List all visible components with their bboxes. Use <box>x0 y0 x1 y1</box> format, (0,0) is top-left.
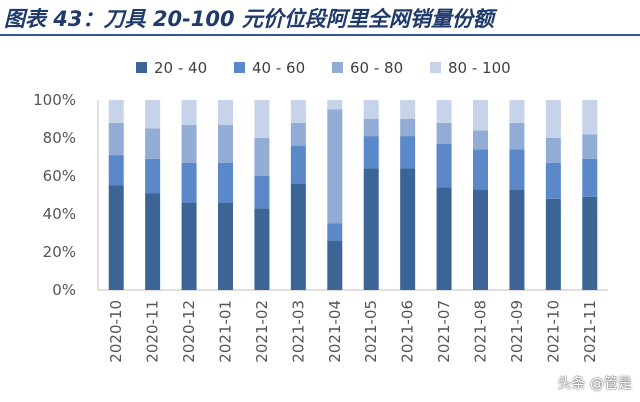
bar-segment <box>582 196 598 290</box>
bar-segment <box>218 202 233 290</box>
legend-label: 20 - 40 <box>154 59 207 77</box>
bar-segment <box>327 100 343 110</box>
bar-segment <box>363 100 379 119</box>
legend-swatch <box>430 62 441 73</box>
y-tick-label: 20% <box>43 243 76 261</box>
bar-segment <box>473 100 488 131</box>
x-tick-label: 2021-01 <box>217 300 235 363</box>
bar-segment <box>290 145 306 184</box>
bar-segment <box>509 100 525 123</box>
x-tick-label: 2021-07 <box>435 300 453 363</box>
bar-segment <box>181 162 197 203</box>
bar-segment <box>545 198 561 290</box>
bar-segment <box>181 100 197 125</box>
bar-segment <box>145 193 161 290</box>
bar-segment <box>400 119 416 137</box>
x-tick-label: 2021-06 <box>399 300 417 363</box>
bar-segment <box>145 158 161 194</box>
chart-title: 图表 43：刀具 20-100 元价位段阿里全网销量份额 <box>4 7 494 31</box>
bar-segment <box>254 176 270 209</box>
bar-segment <box>108 122 124 156</box>
bar-segment <box>582 134 598 159</box>
bar-segment <box>436 143 452 188</box>
x-tick-label: 2020-11 <box>144 300 162 363</box>
bar-segment <box>181 202 197 290</box>
bar-segment <box>473 149 488 190</box>
title-underline <box>0 34 640 36</box>
bar-segment <box>254 208 270 290</box>
bar-segment <box>545 100 561 138</box>
bar-segment <box>436 122 452 144</box>
x-tick-label: 2021-04 <box>326 300 344 363</box>
bar-segment <box>108 185 124 290</box>
bar-segment <box>145 100 161 129</box>
x-tick-label: 2021-10 <box>544 300 562 363</box>
bar-segment <box>509 189 525 290</box>
bar-segment <box>400 136 416 169</box>
x-tick-label: 2020-10 <box>107 300 125 363</box>
bar-segment <box>218 162 233 203</box>
bar-segment <box>363 136 379 169</box>
x-tick-label: 2021-11 <box>581 300 599 363</box>
bar-segment <box>400 100 416 119</box>
bar-segment <box>545 138 561 163</box>
legend-label: 40 - 60 <box>252 59 305 77</box>
bar-segment <box>254 100 270 138</box>
legend-label: 60 - 80 <box>350 59 403 77</box>
legend-swatch <box>332 62 343 73</box>
bar-segment <box>509 149 525 190</box>
bar-segment <box>363 168 379 290</box>
bar-segment <box>436 187 452 290</box>
bar-segment <box>290 100 306 123</box>
bar-segment <box>545 162 561 199</box>
y-tick-label: 0% <box>52 281 76 299</box>
bar-segment <box>218 100 233 125</box>
stacked-bar-chart: 20 - 40 40 - 60 60 - 80 80 - 100 0% 20% 40% 60%… <box>33 59 608 363</box>
y-tick-label: 80% <box>43 129 76 147</box>
x-tick-label: 2021-09 <box>508 300 526 363</box>
bar-segment <box>327 109 343 224</box>
bar-segment <box>327 223 343 241</box>
bar-segment <box>400 168 416 290</box>
watermark: 头条 @管是 <box>557 376 632 392</box>
bar-segment <box>436 100 452 123</box>
bar-segment <box>254 138 270 176</box>
bar-segment <box>108 100 124 123</box>
x-tick-label: 2021-05 <box>362 300 380 363</box>
bar-segment <box>290 122 306 146</box>
bar-segment <box>218 124 233 163</box>
bar-segment <box>181 124 197 163</box>
bar-segment <box>145 128 161 159</box>
x-tick-label: 2020-12 <box>180 300 198 363</box>
title-area: 图表 43：刀具 20-100 元价位段阿里全网销量份额 <box>0 0 640 36</box>
bar-segment <box>473 130 488 150</box>
bar-segment <box>327 240 343 290</box>
legend-label: 80 - 100 <box>448 59 511 77</box>
bar-segment <box>509 122 525 150</box>
x-tick-label: 2021-03 <box>289 300 307 363</box>
bar-segment <box>582 158 598 197</box>
x-tick-label: 2021-02 <box>253 300 271 363</box>
bar-segment <box>108 155 124 186</box>
legend-swatch <box>136 62 147 73</box>
bar-segment <box>363 119 379 137</box>
bar-segment <box>290 183 306 290</box>
x-tick-label: 2021-08 <box>472 300 490 363</box>
y-tick-label: 60% <box>43 167 76 185</box>
bar-segment <box>473 189 488 290</box>
legend-swatch <box>234 62 245 73</box>
y-tick-label: 40% <box>43 205 76 223</box>
y-tick-label: 100% <box>33 91 76 109</box>
bar-segment <box>582 100 598 135</box>
